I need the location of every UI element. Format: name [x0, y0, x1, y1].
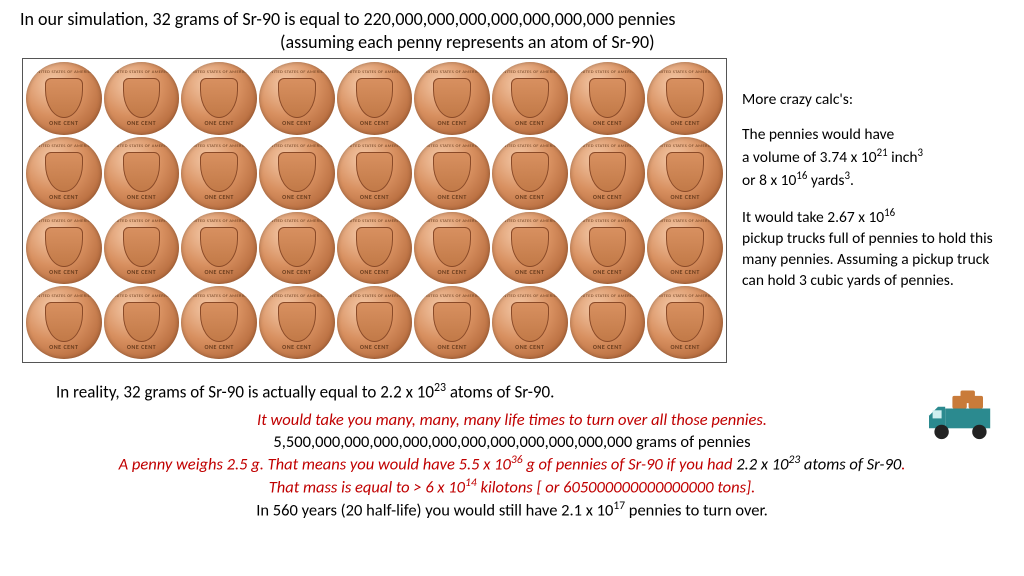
penny-coin: UNITED STATES OF AMERICAONE CENT	[570, 62, 646, 135]
penny-coin: UNITED STATES OF AMERICAONE CENT	[337, 212, 413, 285]
penny-coin: UNITED STATES OF AMERICAONE CENT	[492, 62, 568, 135]
txt: 2.2 x 10	[736, 455, 788, 475]
bottom-l5: That mass is equal to > 6 x 1014 kiloton…	[0, 476, 1024, 499]
title-line2: (assuming each penny represents an atom …	[20, 31, 1024, 54]
sup: 17	[613, 499, 625, 513]
penny-coin: UNITED STATES OF AMERICAONE CENT	[337, 137, 413, 210]
penny-coin: UNITED STATES OF AMERICAONE CENT	[181, 137, 257, 210]
txt: pickup trucks full of pennies to hold th…	[742, 229, 993, 290]
txt: atoms of Sr-90.	[446, 382, 554, 403]
penny-coin: UNITED STATES OF AMERICAONE CENT	[337, 286, 413, 359]
sup: 14	[465, 476, 477, 490]
side-p2: It would take 2.67 x 1016 pickup trucks …	[742, 206, 1012, 292]
txt: .	[901, 455, 905, 475]
penny-coin: UNITED STATES OF AMERICAONE CENT	[570, 137, 646, 210]
txt: kilotons [ or 605000000000000000 tons].	[477, 477, 756, 497]
txt: In 560 years (20 half-life) you would st…	[256, 500, 613, 520]
penny-coin: UNITED STATES OF AMERICAONE CENT	[647, 137, 723, 210]
txt: g of pennies of Sr-90 if you had	[523, 455, 737, 475]
bottom-l1: In reality, 32 grams of Sr-90 is actuall…	[0, 380, 1024, 405]
txt: It would take 2.67 x 10	[742, 208, 884, 227]
penny-coin: UNITED STATES OF AMERICAONE CENT	[181, 286, 257, 359]
penny-coin: UNITED STATES OF AMERICAONE CENT	[647, 212, 723, 285]
bottom-l4: A penny weighs 2.5 g. That means you wou…	[0, 453, 1024, 476]
txt: pennies to turn over.	[625, 500, 768, 520]
penny-coin: UNITED STATES OF AMERICAONE CENT	[104, 212, 180, 285]
txt: atoms of Sr-90	[800, 455, 901, 475]
txt: or 8 x 10	[742, 171, 796, 190]
bottom-block: In reality, 32 grams of Sr-90 is actuall…	[0, 380, 1024, 521]
penny-coin: UNITED STATES OF AMERICAONE CENT	[492, 137, 568, 210]
penny-coin: UNITED STATES OF AMERICAONE CENT	[181, 212, 257, 285]
penny-coin: UNITED STATES OF AMERICAONE CENT	[104, 62, 180, 135]
bottom-l6: In 560 years (20 half-life) you would st…	[0, 499, 1024, 522]
txt: The pennies would have	[742, 125, 894, 144]
penny-coin: UNITED STATES OF AMERICAONE CENT	[492, 212, 568, 285]
sup: 23	[434, 381, 446, 395]
txt: .	[850, 171, 854, 190]
txt: a volume of 3.74 x 10	[742, 148, 877, 167]
penny-coin: UNITED STATES OF AMERICAONE CENT	[414, 286, 490, 359]
penny-coin: UNITED STATES OF AMERICAONE CENT	[259, 286, 335, 359]
penny-coin: UNITED STATES OF AMERICAONE CENT	[104, 137, 180, 210]
penny-coin: UNITED STATES OF AMERICAONE CENT	[337, 62, 413, 135]
txt: A penny weighs 2.5 g. That means you wou…	[119, 455, 511, 475]
penny-coin: UNITED STATES OF AMERICAONE CENT	[259, 212, 335, 285]
title-line1: In our simulation, 32 grams of Sr-90 is …	[20, 8, 1024, 31]
penny-coin: UNITED STATES OF AMERICAONE CENT	[570, 286, 646, 359]
penny-coin: UNITED STATES OF AMERICAONE CENT	[414, 137, 490, 210]
sup: 36	[511, 453, 523, 467]
penny-coin: UNITED STATES OF AMERICAONE CENT	[26, 62, 102, 135]
txt: yards	[807, 171, 844, 190]
side-text: More crazy calc's: The pennies would hav…	[742, 90, 1012, 306]
penny-coin: UNITED STATES OF AMERICAONE CENT	[104, 286, 180, 359]
penny-coin: UNITED STATES OF AMERICAONE CENT	[647, 62, 723, 135]
sup: 16	[884, 206, 895, 219]
penny-coin: UNITED STATES OF AMERICAONE CENT	[414, 212, 490, 285]
penny-coin: UNITED STATES OF AMERICAONE CENT	[181, 62, 257, 135]
title-block: In our simulation, 32 grams of Sr-90 is …	[0, 0, 1024, 55]
penny-coin: UNITED STATES OF AMERICAONE CENT	[26, 286, 102, 359]
txt: In reality, 32 grams of Sr-90 is actuall…	[56, 382, 434, 403]
penny-coin: UNITED STATES OF AMERICAONE CENT	[492, 286, 568, 359]
penny-coin: UNITED STATES OF AMERICAONE CENT	[259, 62, 335, 135]
txt: inch	[888, 148, 918, 167]
side-p1: The pennies would have a volume of 3.74 …	[742, 125, 1012, 192]
sup: 21	[877, 146, 888, 159]
side-heading: More crazy calc's:	[742, 90, 1012, 111]
sup: 3	[918, 146, 924, 159]
penny-coin: UNITED STATES OF AMERICAONE CENT	[570, 212, 646, 285]
bottom-l2: It would take you many, many, many life …	[0, 409, 1024, 431]
sup: 23	[788, 453, 800, 467]
sup: 16	[796, 169, 807, 182]
penny-grid: UNITED STATES OF AMERICAONE CENTUNITED S…	[22, 58, 727, 363]
penny-coin: UNITED STATES OF AMERICAONE CENT	[414, 62, 490, 135]
penny-coin: UNITED STATES OF AMERICAONE CENT	[647, 286, 723, 359]
penny-coin: UNITED STATES OF AMERICAONE CENT	[26, 137, 102, 210]
penny-coin: UNITED STATES OF AMERICAONE CENT	[259, 137, 335, 210]
penny-coin: UNITED STATES OF AMERICAONE CENT	[26, 212, 102, 285]
bottom-l3: 5,500,000,000,000,000,000,000,000,000,00…	[0, 431, 1024, 453]
txt: That mass is equal to > 6 x 10	[269, 477, 465, 497]
